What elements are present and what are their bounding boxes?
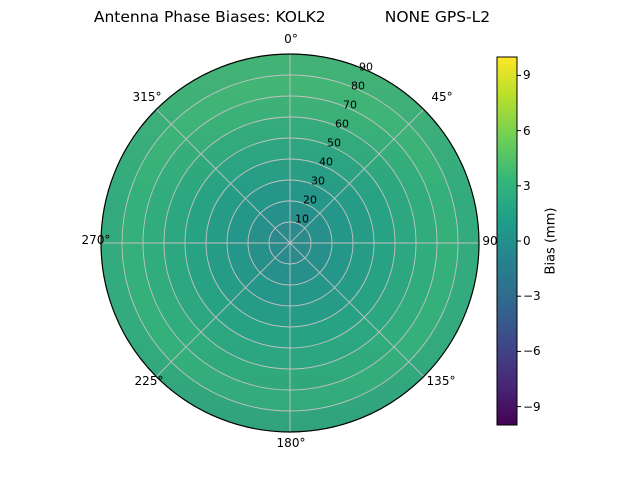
colorbar xyxy=(496,56,521,426)
radial-tick-label-90: 90 xyxy=(359,60,373,74)
radial-tick-label-10: 10 xyxy=(295,212,309,226)
colorbar-tick-label-9: 9 xyxy=(523,68,531,82)
angular-tick-label-135: 135° xyxy=(426,374,456,388)
radial-tick-label-70: 70 xyxy=(343,98,357,112)
radial-tick-label-50: 50 xyxy=(327,136,341,150)
radial-tick-label-40: 40 xyxy=(319,155,333,169)
polar-grid xyxy=(101,54,479,432)
angular-tick-label-315: 315° xyxy=(132,90,162,104)
colorbar-tick-label-3: 3 xyxy=(523,179,531,193)
colorbar-tick-label-neg6: −6 xyxy=(523,344,541,358)
chart-title: Antenna Phase Biases: KOLK2 NONE GPS-L2 xyxy=(93,8,491,26)
radial-tick-label-60: 60 xyxy=(335,117,349,131)
angular-tick-label-0: 0° xyxy=(284,32,298,46)
angular-tick-label-270: 270° xyxy=(81,233,111,247)
angular-tick-label-225: 225° xyxy=(134,374,164,388)
polar-outline xyxy=(100,53,480,433)
radial-tick-label-30: 30 xyxy=(311,174,325,188)
colorbar-tick-label-neg9: −9 xyxy=(523,400,541,414)
angular-tick-label-180: 180° xyxy=(276,436,306,450)
colorbar-axis-label: Bias (mm) xyxy=(543,207,559,275)
colorbar-gradient xyxy=(496,56,518,426)
colorbar-ticks xyxy=(517,74,521,408)
radial-tick-label-20: 20 xyxy=(303,193,317,207)
angular-tick-label-45: 45° xyxy=(431,90,453,104)
colorbar-tick-label-0: 0 xyxy=(523,234,531,248)
colorbar-tick-label-6: 6 xyxy=(523,124,531,138)
radial-tick-label-80: 80 xyxy=(351,79,365,93)
colorbar-tick-label-neg3: −3 xyxy=(523,289,541,303)
angular-tick-label-90: 90 xyxy=(482,234,498,248)
